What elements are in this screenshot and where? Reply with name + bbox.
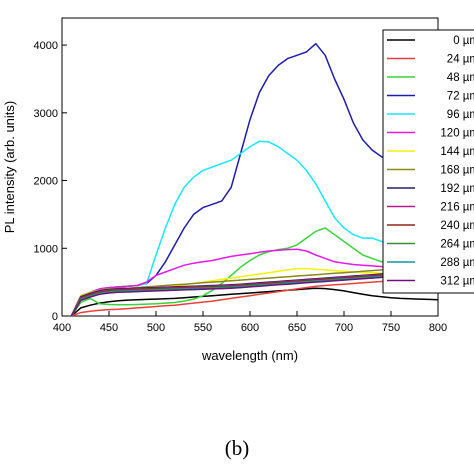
legend-label: 72 µm [447, 91, 474, 103]
y-tick-label: 3000 [34, 108, 58, 120]
x-tick-label: 400 [53, 322, 71, 334]
legend-label: 264 µm [440, 239, 474, 251]
series-line-5 [70, 248, 438, 316]
x-tick-label: 700 [335, 322, 353, 334]
series-layer [70, 42, 438, 316]
x-tick-label: 600 [241, 322, 259, 334]
plot-area [61, 17, 439, 317]
series-line-13 [70, 272, 438, 316]
legend-label: 216 µm [440, 202, 474, 214]
legend: 0 µm 24 µm 48 µm 72 µm 96 µm 120 µm 144 µm 168 … [382, 29, 474, 294]
x-axis-title: wavelength (nm) [201, 348, 298, 363]
legend-box [382, 29, 474, 294]
x-tick-label: 800 [429, 322, 447, 334]
series-line-1 [71, 276, 438, 316]
series-line-0 [70, 287, 438, 316]
legend-label: 288 µm [440, 257, 474, 269]
legend-label: 0 µm [453, 35, 474, 47]
x-tick-label: 650 [288, 322, 306, 334]
legend-label: 192 µm [440, 183, 474, 195]
legend-label: 48 µm [447, 72, 474, 84]
y-tick-label: 0 [52, 311, 58, 323]
legend-label: 120 µm [440, 128, 474, 140]
y-tick-label: 4000 [34, 40, 58, 52]
legend-label: 168 µm [440, 165, 474, 177]
panel-label: (b) [224, 436, 250, 460]
legend-label: 240 µm [440, 220, 474, 232]
legend-label: 24 µm [447, 54, 474, 66]
y-tick-label: 2000 [34, 176, 58, 188]
x-tick-label: 750 [382, 322, 400, 334]
y-tick-label: 1000 [34, 243, 58, 255]
x-tick-label: 450 [100, 322, 118, 334]
legend-label: 96 µm [447, 109, 474, 121]
axis-layer: 400 450 500 550 600 650 700 750 800 0 1000 2000 3000… [34, 40, 448, 334]
series-line-2 [70, 227, 438, 316]
x-tick-label: 550 [194, 322, 212, 334]
legend-label: 144 µm [440, 146, 474, 158]
x-tick-label: 500 [147, 322, 165, 334]
y-axis-title: PL intensity (arb. units) [2, 101, 17, 233]
legend-label: 312 µm [440, 276, 474, 288]
